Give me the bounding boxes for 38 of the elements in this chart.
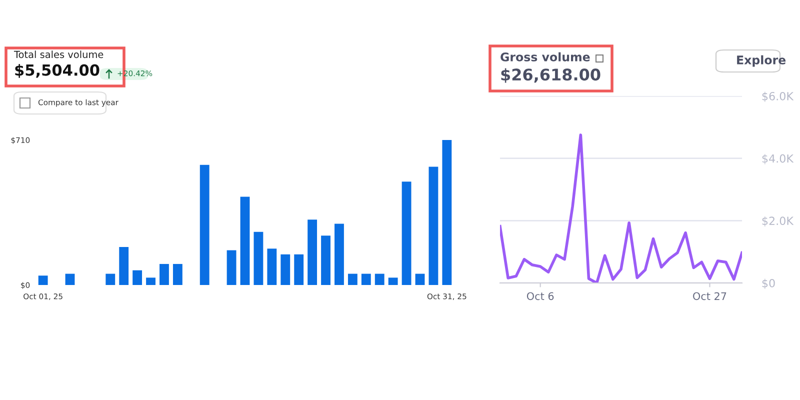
bar (294, 254, 304, 285)
bar (348, 274, 358, 285)
bar (428, 166, 438, 285)
x-tick-label: Oct 27 (693, 292, 726, 300)
bar (146, 278, 156, 285)
bar (280, 254, 290, 285)
bar (240, 196, 250, 285)
bar (38, 276, 48, 285)
y-tick-label: $6.0K (762, 92, 794, 102)
line-series (500, 134, 742, 283)
x-tick-label: Oct 6 (526, 292, 554, 300)
y-tick-label: $2.0K (762, 216, 794, 227)
bar (321, 236, 330, 285)
bar (402, 182, 412, 285)
bar (374, 274, 384, 285)
bar (119, 247, 129, 285)
bar (442, 140, 452, 285)
y-tick-label: $0 (762, 278, 775, 289)
chart-subtitle: $26,618.00 (501, 68, 600, 83)
bar (226, 250, 236, 285)
bar (65, 274, 75, 285)
text: Explore (737, 55, 786, 67)
bar (361, 274, 371, 285)
y-tick-label: $4.0K (762, 154, 794, 164)
chart-title: Gross volume (500, 52, 590, 62)
chart-subtitle: $5,504.00 (15, 64, 100, 78)
bar (254, 232, 264, 285)
bar (172, 264, 182, 285)
chart-title: Total sales volume (14, 50, 104, 58)
bar (132, 270, 142, 285)
bar (388, 278, 398, 285)
bar (308, 220, 318, 285)
bar (334, 224, 344, 285)
bar (106, 274, 116, 285)
bar (200, 164, 210, 285)
bar (415, 274, 425, 285)
bar (160, 264, 169, 285)
bar (267, 248, 277, 285)
